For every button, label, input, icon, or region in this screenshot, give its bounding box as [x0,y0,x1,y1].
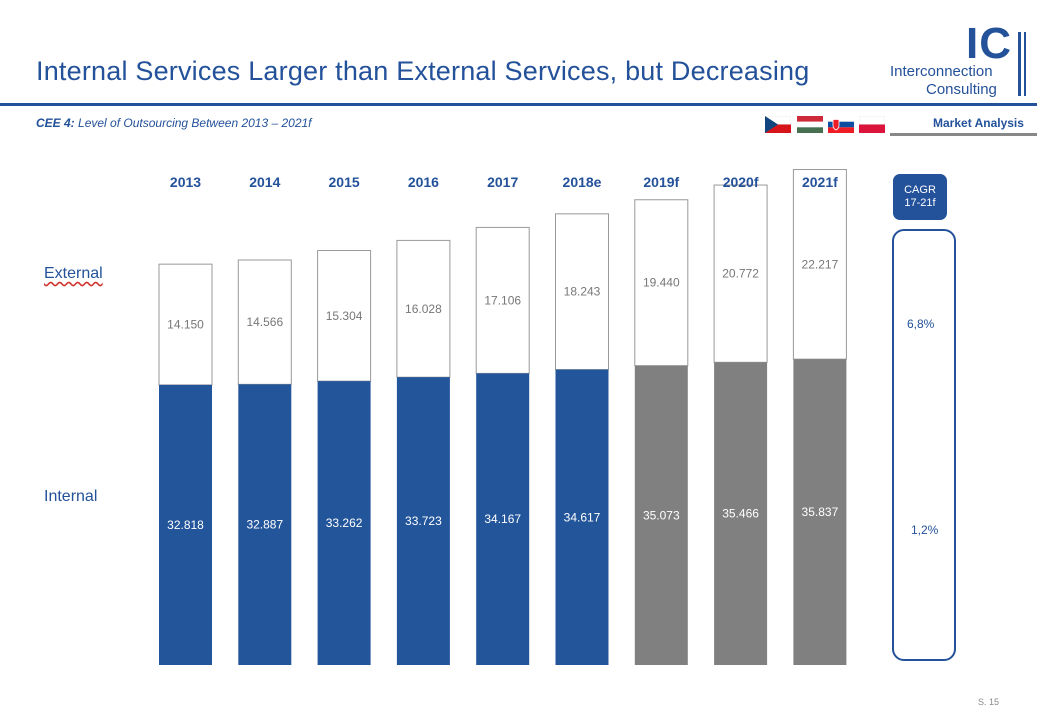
czech-flag-icon [765,116,791,133]
category-label: 2015 [329,174,360,190]
internal-bar [476,373,530,665]
internal-value-label: 35.837 [802,505,839,519]
external-bar [634,199,689,367]
external-value-label: 14.150 [167,318,204,332]
internal-bar [159,384,212,665]
internal-value-label: 35.073 [643,508,680,522]
external-bar [158,263,213,386]
category-label: 2013 [170,174,201,190]
page-number: S. 15 [978,697,1000,707]
external-value-label: 22.217 [802,257,839,271]
company-logo-line1: Interconnection [890,63,993,80]
poland-flag-icon [859,116,885,133]
external-bar [396,239,451,378]
external-value-label: 18.243 [564,285,601,299]
subtitle-region: CEE 4: [36,116,75,130]
internal-value-label: 32.887 [246,518,283,532]
external-value-label: 20.772 [722,267,759,281]
cagr-panel [892,229,956,661]
internal-value-label: 33.262 [326,516,363,530]
internal-bar [793,359,847,665]
category-label: 2018e [563,174,602,190]
external-value-label: 15.304 [326,309,363,323]
slovakia-flag-icon [828,116,854,133]
internal-value-label: 35.466 [722,507,759,521]
category-label: 2016 [408,174,439,190]
internal-bar [238,384,292,665]
internal-bar [634,365,688,665]
chart-subtitle: CEE 4: Level of Outsourcing Between 2013… [36,116,312,130]
section-label: Market Analysis [933,116,1024,130]
hungary-flag-icon [797,116,823,133]
header-divider [0,103,1037,106]
internal-series-label: Internal [44,488,98,505]
section-divider [890,133,1037,136]
subtitle-text: Level of Outsourcing Between 2013 – 2021… [74,116,312,130]
internal-bar [714,362,768,665]
cagr-header: CAGR 17-21f [893,174,947,220]
internal-value-label: 34.167 [484,512,521,526]
external-value-label: 19.440 [643,276,680,290]
category-label: 2017 [487,174,518,190]
internal-value-label: 34.617 [564,510,601,524]
company-logo-line2: Consulting [926,81,997,98]
external-value-label: 14.566 [246,315,283,329]
internal-bar [555,369,609,665]
external-value-label: 16.028 [405,302,442,316]
page-title: Internal Services Larger than External S… [36,56,810,86]
external-bar [317,250,372,382]
external-series-label: External [44,265,103,282]
internal-value-label: 32.818 [167,518,204,532]
category-label: 2020f [723,174,759,190]
internal-bar [317,381,371,665]
cagr-external-value: 6,8% [907,317,935,331]
category-label: 2019f [643,174,679,190]
company-logo-mark: IC [966,19,1012,68]
category-label: 2021f [802,174,838,190]
internal-value-label: 33.723 [405,514,442,528]
cagr-internal-value: 1,2% [911,523,939,537]
external-bar [555,213,609,371]
internal-bar [396,377,450,665]
external-bar [792,169,847,360]
external-bar [237,259,292,385]
external-bar [713,184,768,363]
category-label: 2014 [249,174,280,190]
logo-bar [1024,32,1026,96]
logo-bar [1018,32,1021,96]
external-value-label: 17.106 [484,293,521,307]
